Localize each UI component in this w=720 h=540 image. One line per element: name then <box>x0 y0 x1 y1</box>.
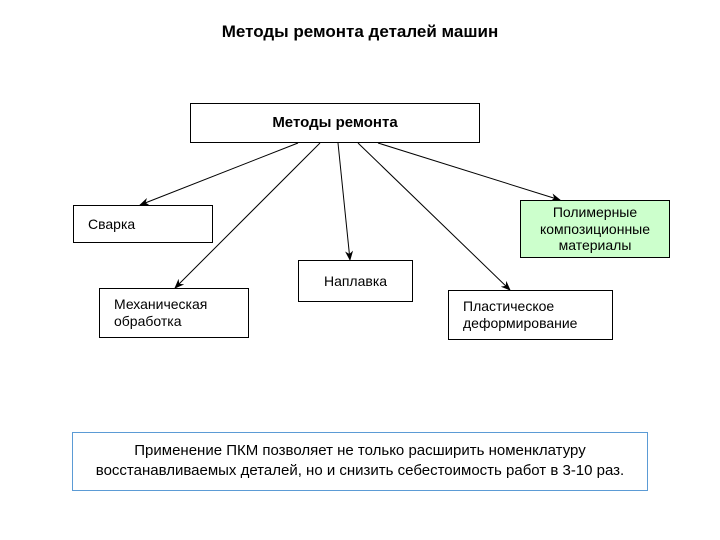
page-title: Методы ремонта деталей машин <box>0 22 720 42</box>
node-plastic-def: Пластическое деформирование <box>448 290 613 340</box>
node-machining: Механическая обработка <box>99 288 249 338</box>
node-polymer-comp: Полимерные композиционные материалы <box>520 200 670 258</box>
footer-note: Применение ПКМ позволяет не только расши… <box>72 432 648 491</box>
node-welding: Сварка <box>73 205 213 243</box>
node-surfacing: Наплавка <box>298 260 413 302</box>
node-root: Методы ремонта <box>190 103 480 143</box>
